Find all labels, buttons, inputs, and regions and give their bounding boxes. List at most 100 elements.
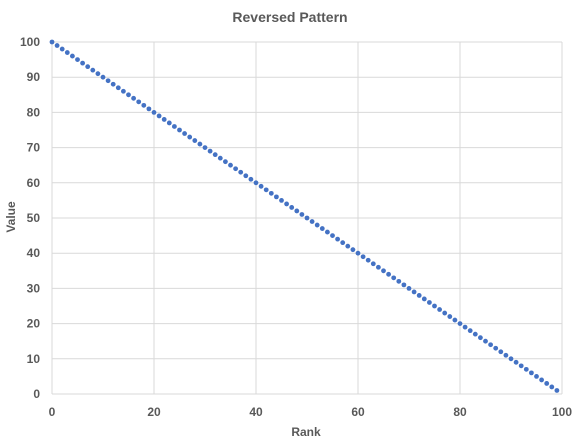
chart-title: Reversed Pattern bbox=[232, 9, 347, 25]
data-point bbox=[391, 275, 397, 281]
data-point bbox=[70, 53, 75, 59]
data-point bbox=[146, 106, 152, 112]
data-point bbox=[427, 300, 432, 305]
data-point bbox=[529, 370, 534, 376]
data-point bbox=[365, 257, 371, 263]
data-point bbox=[141, 102, 147, 108]
data-point bbox=[350, 247, 356, 253]
data-point bbox=[54, 43, 60, 48]
data-point bbox=[335, 236, 340, 242]
data-point bbox=[228, 162, 233, 168]
data-point bbox=[166, 120, 172, 126]
grid bbox=[51, 41, 563, 395]
data-point bbox=[192, 138, 198, 143]
data-point bbox=[370, 261, 376, 267]
data-point bbox=[376, 264, 381, 270]
x-axis-title: Rank bbox=[291, 425, 321, 439]
data-point bbox=[90, 67, 96, 73]
data-point bbox=[248, 176, 254, 182]
data-point bbox=[462, 324, 468, 330]
data-point bbox=[309, 219, 315, 224]
data-point bbox=[110, 81, 116, 87]
data-point bbox=[498, 349, 504, 355]
data-point bbox=[268, 190, 274, 196]
x-tick-label: 80 bbox=[453, 405, 467, 419]
data-point bbox=[345, 243, 351, 249]
data-point bbox=[467, 328, 473, 334]
data-point bbox=[508, 356, 514, 362]
y-tick-label: 10 bbox=[27, 352, 41, 366]
y-tick-label: 90 bbox=[27, 70, 41, 84]
data-point bbox=[263, 187, 269, 193]
data-point bbox=[100, 74, 106, 80]
data-point bbox=[304, 215, 310, 221]
data-point bbox=[518, 363, 524, 369]
data-point bbox=[243, 173, 249, 179]
data-point bbox=[554, 388, 560, 393]
data-point bbox=[177, 127, 182, 133]
data-point bbox=[432, 303, 437, 309]
data-point bbox=[274, 194, 279, 200]
data-point bbox=[182, 131, 188, 136]
data-point bbox=[513, 359, 519, 365]
data-point bbox=[115, 85, 121, 91]
data-point bbox=[187, 134, 193, 140]
data-point bbox=[381, 268, 386, 274]
data-point bbox=[75, 57, 80, 62]
data-point bbox=[493, 345, 499, 351]
data-point bbox=[151, 110, 157, 115]
data-point bbox=[314, 222, 320, 228]
data-point bbox=[197, 141, 203, 147]
data-point bbox=[544, 381, 550, 386]
data-point bbox=[294, 208, 300, 214]
x-tick-label: 60 bbox=[351, 405, 365, 419]
data-point bbox=[472, 331, 478, 337]
y-tick-label: 80 bbox=[27, 105, 41, 119]
data-point bbox=[207, 148, 213, 154]
x-tick-label: 40 bbox=[249, 405, 263, 419]
data-point bbox=[95, 71, 101, 77]
data-point bbox=[161, 117, 167, 122]
data-point bbox=[442, 310, 448, 316]
data-point bbox=[85, 64, 91, 70]
data-point bbox=[386, 271, 391, 277]
data-point bbox=[457, 321, 463, 326]
data-point bbox=[416, 293, 422, 298]
data-point bbox=[330, 233, 335, 239]
data-point bbox=[121, 88, 126, 94]
data-point bbox=[406, 286, 412, 291]
data-point bbox=[80, 60, 85, 66]
data-point bbox=[238, 169, 244, 175]
data-point bbox=[202, 145, 208, 151]
data-point bbox=[284, 201, 289, 207]
data-point bbox=[325, 229, 330, 235]
data-point bbox=[131, 95, 137, 101]
x-tick-label: 20 bbox=[147, 405, 161, 419]
data-point bbox=[59, 46, 65, 52]
data-point bbox=[549, 384, 555, 390]
data-point bbox=[355, 250, 361, 256]
data-point bbox=[299, 212, 305, 217]
data-point bbox=[483, 338, 488, 344]
data-point bbox=[421, 296, 427, 302]
data-point bbox=[172, 124, 177, 129]
data-point bbox=[396, 278, 402, 284]
data-point bbox=[289, 205, 295, 210]
y-tick-label: 50 bbox=[27, 211, 41, 225]
data-point bbox=[279, 198, 284, 203]
data-point bbox=[126, 92, 131, 98]
data-point bbox=[534, 374, 539, 379]
data-points bbox=[49, 39, 560, 393]
tick-labels: 0 10 20 30 40 50 60 70 80 90 100 0 20 40 60 80 100 bbox=[20, 35, 572, 419]
y-tick-label: 70 bbox=[27, 141, 41, 155]
data-point bbox=[452, 317, 458, 323]
data-point bbox=[478, 335, 483, 341]
data-point bbox=[223, 159, 228, 165]
data-point bbox=[401, 282, 407, 288]
data-point bbox=[105, 78, 111, 84]
y-tick-label: 60 bbox=[27, 176, 41, 190]
data-point bbox=[523, 366, 529, 372]
data-point bbox=[156, 113, 162, 119]
data-point bbox=[503, 352, 509, 358]
